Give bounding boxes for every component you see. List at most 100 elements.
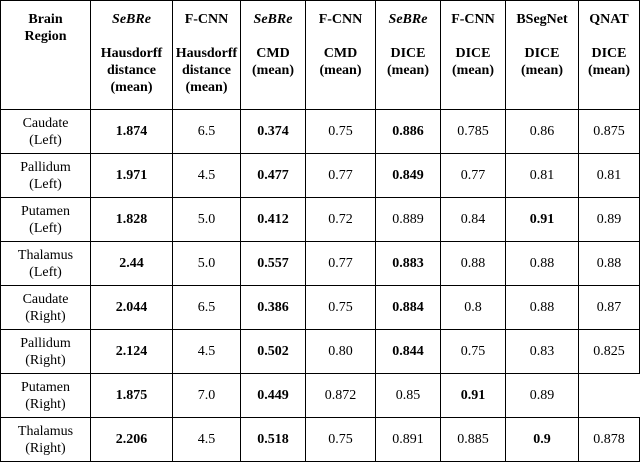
value-cell: 0.878 <box>578 417 640 462</box>
metric-name: CMD <box>323 46 358 61</box>
value-cell: 0.374 <box>240 109 306 154</box>
table-row: Thalamus (Left) 2.44 5.0 0.557 0.77 0.883 0.88 0… <box>0 241 640 286</box>
value-cell: 0.386 <box>240 285 306 330</box>
value-cell: 0.75 <box>305 417 376 462</box>
region-text: Caudate <box>22 115 69 131</box>
value-cell: 1.874 <box>90 109 173 154</box>
value-cell: 0.89 <box>578 197 640 242</box>
header-cell: Brain Region <box>0 0 91 110</box>
value-cell: 0.81 <box>505 153 579 198</box>
value-cell: 0.844 <box>375 329 441 374</box>
metric-name: (mean) <box>319 63 362 78</box>
table-row: Pallidum (Right) 2.124 4.5 0.502 0.80 0.844 0.7… <box>0 329 640 374</box>
value-cell: 0.9 <box>505 417 579 462</box>
value-cell: 6.5 <box>172 109 241 154</box>
region-cell: Putamen (Left) <box>0 197 91 242</box>
metric-name: CMD <box>256 46 290 61</box>
value-cell: 0.91 <box>505 197 579 242</box>
value-cell: 0.75 <box>440 329 506 374</box>
region-text: Pallidum <box>20 335 71 351</box>
value-cell: 0.77 <box>305 241 376 286</box>
region-text: (Right) <box>25 308 66 324</box>
header-cell: SeBRe Hausdorff distance (mean) <box>90 0 173 110</box>
region-cell: Pallidum (Left) <box>0 153 91 198</box>
value-cell: 6.5 <box>172 285 241 330</box>
header-cell: SeBRe CMD (mean) <box>240 0 306 110</box>
header-cell: BSegNet DICE (mean) <box>505 0 579 110</box>
region-text: Putamen <box>21 203 70 219</box>
method-name: F-CNN <box>318 12 363 27</box>
value-cell: 0.884 <box>375 285 441 330</box>
header-text: Brain <box>28 12 63 27</box>
header-row: Brain Region SeBRe Hausdorff distance (mean) F… <box>0 0 640 110</box>
value-cell: 0.883 <box>375 241 441 286</box>
region-text: (Left) <box>29 264 62 280</box>
value-cell: 2.44 <box>90 241 173 286</box>
header-text: Region <box>24 29 67 44</box>
region-text: Putamen <box>21 379 70 395</box>
region-cell: Putamen (Right) <box>0 373 91 418</box>
table-row: Putamen (Right) 1.875 7.0 0.449 0.872 0.85 0.91… <box>0 373 640 418</box>
value-cell: 2.044 <box>90 285 173 330</box>
method-name: SeBRe <box>388 12 428 27</box>
region-cell: Thalamus (Right) <box>0 417 91 462</box>
region-cell: Pallidum (Right) <box>0 329 91 374</box>
region-text: (Right) <box>25 352 66 368</box>
value-cell: 0.91 <box>440 373 506 418</box>
value-cell: 0.825 <box>578 329 640 374</box>
table-body: Caudate (Left) 1.874 6.5 0.374 0.75 0.886 0.785… <box>0 109 640 462</box>
value-cell: 0.785 <box>440 109 506 154</box>
value-cell: 0.449 <box>240 373 306 418</box>
region-text: (Left) <box>29 176 62 192</box>
method-name: F-CNN <box>184 12 229 27</box>
table-row: Caudate (Left) 1.874 6.5 0.374 0.75 0.886 0.785… <box>0 109 640 154</box>
method-name: SeBRe <box>112 12 151 27</box>
value-cell: 0.886 <box>375 109 441 154</box>
metric-name: (mean) <box>521 63 563 78</box>
method-name: BSegNet <box>516 12 568 27</box>
method-name: SeBRe <box>253 12 293 27</box>
value-cell: 0.849 <box>375 153 441 198</box>
region-text: (Right) <box>25 396 66 412</box>
value-cell: 4.5 <box>172 329 241 374</box>
region-text: (Left) <box>29 132 62 148</box>
header-cell: QNAT DICE (mean) <box>578 0 640 110</box>
value-cell: 0.872 <box>305 373 376 418</box>
metric-name: distance <box>182 63 231 78</box>
value-cell: 0.88 <box>440 241 506 286</box>
metric-name: (mean) <box>252 63 294 78</box>
value-cell: 0.75 <box>305 109 376 154</box>
value-cell: 0.72 <box>305 197 376 242</box>
value-cell: 0.477 <box>240 153 306 198</box>
metric-name: DICE <box>390 46 426 61</box>
value-cell: 4.5 <box>172 153 241 198</box>
value-cell: 1.971 <box>90 153 173 198</box>
value-cell: 0.81 <box>578 153 640 198</box>
header-cell: F-CNN CMD (mean) <box>305 0 376 110</box>
region-text: (Left) <box>29 220 62 236</box>
value-cell: 0.85 <box>375 373 441 418</box>
metric-name: Hausdorff <box>100 46 163 61</box>
region-cell: Caudate (Left) <box>0 109 91 154</box>
value-cell: 7.0 <box>172 373 241 418</box>
region-cell: Thalamus (Left) <box>0 241 91 286</box>
table-row: Putamen (Left) 1.828 5.0 0.412 0.72 0.889 0.84 0… <box>0 197 640 242</box>
metric-name: distance <box>107 63 156 78</box>
metric-name: (mean) <box>185 80 228 95</box>
region-text: Thalamus <box>17 247 74 263</box>
method-name: F-CNN <box>451 12 495 27</box>
value-cell: 0.502 <box>240 329 306 374</box>
value-cell: 0.8 <box>440 285 506 330</box>
method-name: QNAT <box>589 12 629 27</box>
value-cell: 1.875 <box>90 373 173 418</box>
value-cell: 0.885 <box>440 417 506 462</box>
value-cell: 0.88 <box>505 241 579 286</box>
region-text: Caudate <box>22 291 69 307</box>
value-cell: 0.87 <box>578 285 640 330</box>
table-row: Pallidum (Left) 1.971 4.5 0.477 0.77 0.849 0.77… <box>0 153 640 198</box>
value-cell: 0.518 <box>240 417 306 462</box>
value-cell: 0.83 <box>505 329 579 374</box>
value-cell: 0.77 <box>305 153 376 198</box>
header-cell: F-CNN DICE (mean) <box>440 0 506 110</box>
